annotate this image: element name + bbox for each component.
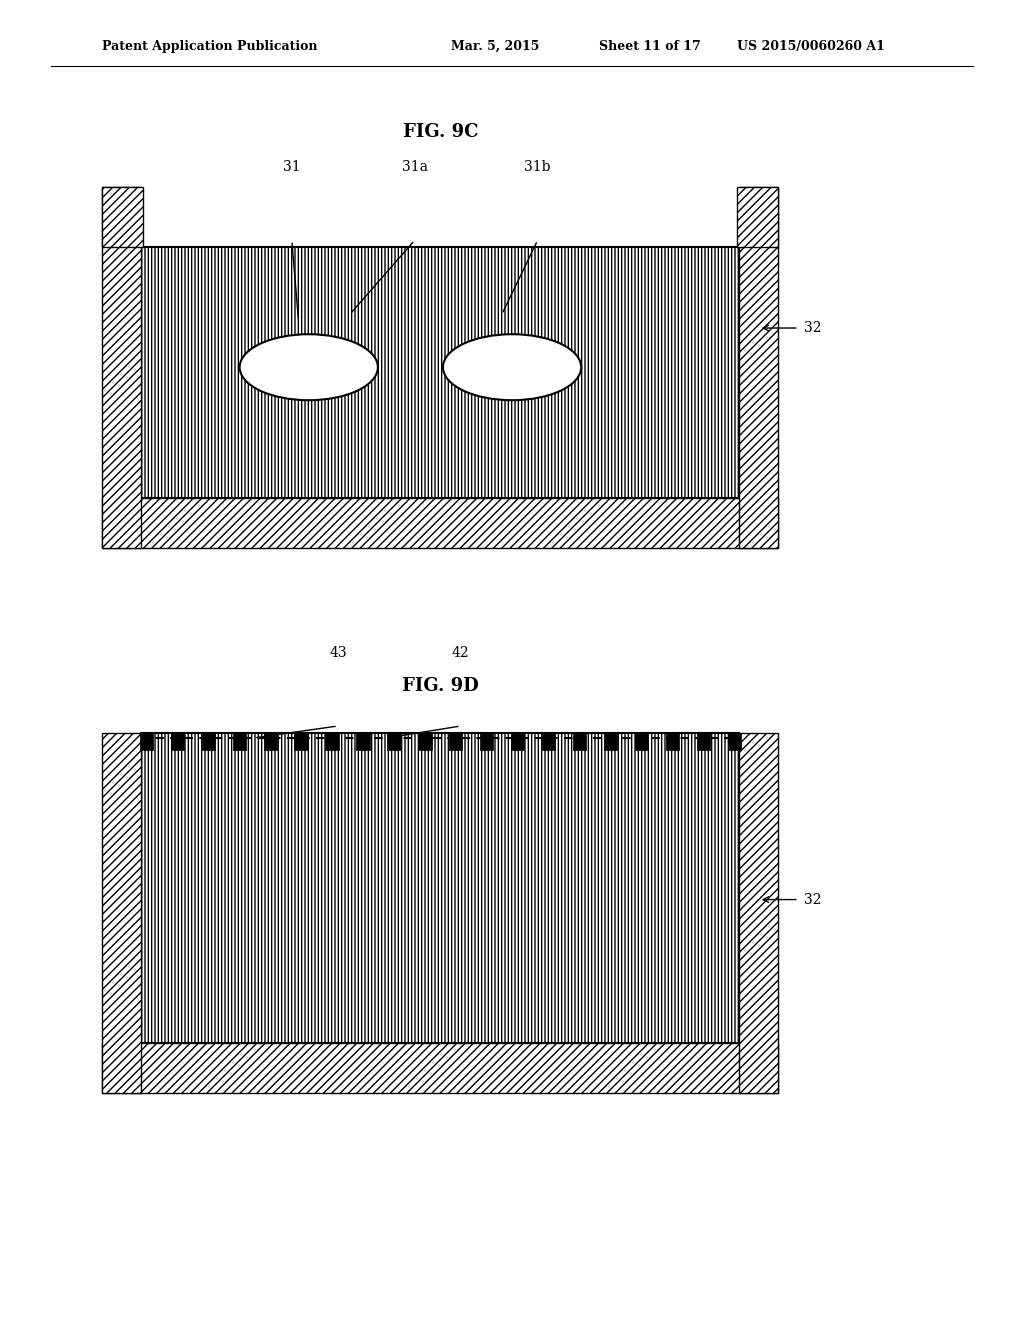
Text: 31b: 31b <box>524 160 551 174</box>
Ellipse shape <box>443 334 582 400</box>
Bar <box>326 733 339 750</box>
Bar <box>450 733 463 750</box>
Text: 32: 32 <box>804 321 821 335</box>
Text: 43: 43 <box>329 645 347 660</box>
Text: Patent Application Publication: Patent Application Publication <box>102 40 317 53</box>
Bar <box>727 733 741 750</box>
Text: FIG. 9C: FIG. 9C <box>402 123 478 141</box>
Text: US 2015/0060260 A1: US 2015/0060260 A1 <box>737 40 885 53</box>
Bar <box>263 733 276 750</box>
Bar <box>739 187 778 548</box>
Bar <box>418 733 431 750</box>
Bar <box>542 733 555 750</box>
Bar <box>511 733 524 750</box>
Bar <box>666 733 679 750</box>
Bar <box>696 733 710 750</box>
Bar <box>102 187 141 548</box>
Ellipse shape <box>240 334 378 400</box>
Bar <box>102 187 143 247</box>
Bar <box>141 733 739 1043</box>
Bar <box>356 733 370 750</box>
Text: 31: 31 <box>283 160 301 174</box>
Text: Sheet 11 of 17: Sheet 11 of 17 <box>599 40 700 53</box>
Bar <box>171 733 184 750</box>
Text: Mar. 5, 2015: Mar. 5, 2015 <box>451 40 539 53</box>
Bar <box>635 733 648 750</box>
Text: 31a: 31a <box>401 160 428 174</box>
Bar <box>572 733 586 750</box>
Bar <box>739 733 778 1093</box>
Bar <box>737 187 778 247</box>
Bar <box>604 733 617 750</box>
Bar <box>387 733 400 750</box>
Text: 32: 32 <box>804 892 821 907</box>
Bar <box>102 733 141 1093</box>
Bar <box>202 733 215 750</box>
Text: FIG. 9D: FIG. 9D <box>402 677 478 696</box>
Bar <box>141 247 739 498</box>
Bar <box>295 733 308 750</box>
Bar <box>102 1043 778 1093</box>
Bar <box>102 498 778 548</box>
Bar <box>232 733 246 750</box>
Text: 42: 42 <box>452 645 470 660</box>
Bar <box>139 733 154 750</box>
Bar <box>480 733 494 750</box>
